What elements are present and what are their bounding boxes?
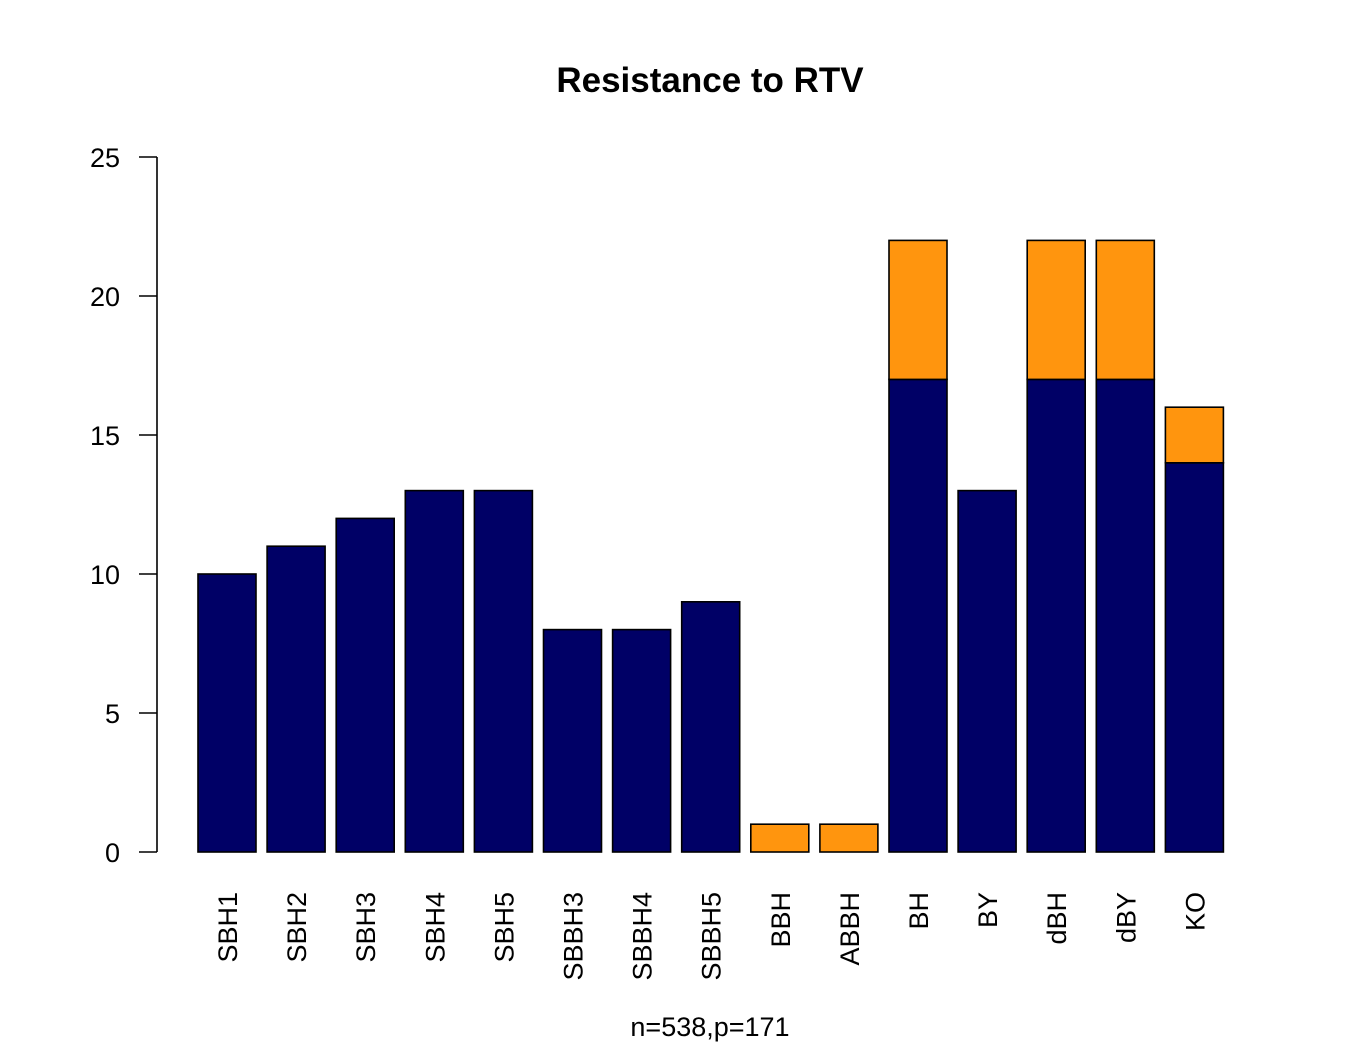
x-tick-label: SBH3: [351, 892, 381, 963]
y-tick-label: 15: [90, 421, 120, 451]
bars-group: [197, 239, 1225, 853]
x-tick-label: ABBH: [835, 892, 865, 966]
bar-SBH1-lower: [197, 573, 257, 853]
bar-SBH5-lower: [473, 489, 534, 853]
x-tick-label: BY: [973, 892, 1003, 928]
bar-SBBH5-lower: [680, 600, 741, 853]
x-tick-label: dBY: [1111, 892, 1141, 943]
x-tick-label: SBH5: [489, 892, 519, 963]
x-tick-label: SBH1: [213, 892, 243, 963]
y-axis: 0 5 10 15 20 25: [90, 143, 158, 868]
bar-dBH-lower: [1026, 378, 1086, 853]
x-tick-label: SBBH5: [697, 892, 727, 981]
x-tick-label: BBH: [766, 892, 796, 948]
x-tick-label: SBBH4: [628, 892, 658, 981]
y-tick-label: 10: [90, 560, 120, 590]
bar-BH-upper: [888, 239, 948, 381]
bar-KO-lower: [1164, 461, 1225, 853]
y-tick-label: 5: [105, 699, 120, 729]
bar-SBH4-lower: [404, 489, 465, 853]
y-tick-label: 20: [90, 282, 120, 312]
bar-SBBH4-lower: [611, 628, 672, 853]
bar-SBH3-lower: [335, 517, 396, 853]
bar-ABBH-upper: [819, 823, 879, 853]
y-tick-label: 25: [90, 143, 120, 173]
bar-SBH2-lower: [266, 545, 326, 853]
y-tick-label: 0: [105, 838, 120, 868]
x-tick-label: BH: [904, 892, 934, 930]
chart-title: Resistance to RTV: [556, 61, 864, 100]
bar-KO-upper: [1164, 406, 1225, 464]
bar-dBH-upper: [1026, 239, 1086, 381]
x-tick-label: SBH4: [420, 892, 450, 963]
bar-SBBH3-lower: [542, 628, 603, 853]
bar-BY-lower: [957, 489, 1017, 853]
bar-BBH-upper: [749, 823, 810, 853]
bar-dBY-lower: [1095, 378, 1156, 853]
x-axis-label: n=538,p=171: [630, 1012, 789, 1042]
x-tick-label: KO: [1180, 892, 1210, 931]
x-tick-label: dBH: [1042, 892, 1072, 945]
x-tick-label: SBBH3: [559, 892, 589, 981]
bar-dBY-upper: [1095, 239, 1156, 381]
bar-BH-lower: [888, 378, 948, 853]
x-axis-labels: SBH1 SBH2 SBH3 SBH4 SBH5 SBBH3 SBBH4 SBBH5 BBH AB…: [213, 892, 1210, 981]
x-tick-label: SBH2: [282, 892, 312, 963]
